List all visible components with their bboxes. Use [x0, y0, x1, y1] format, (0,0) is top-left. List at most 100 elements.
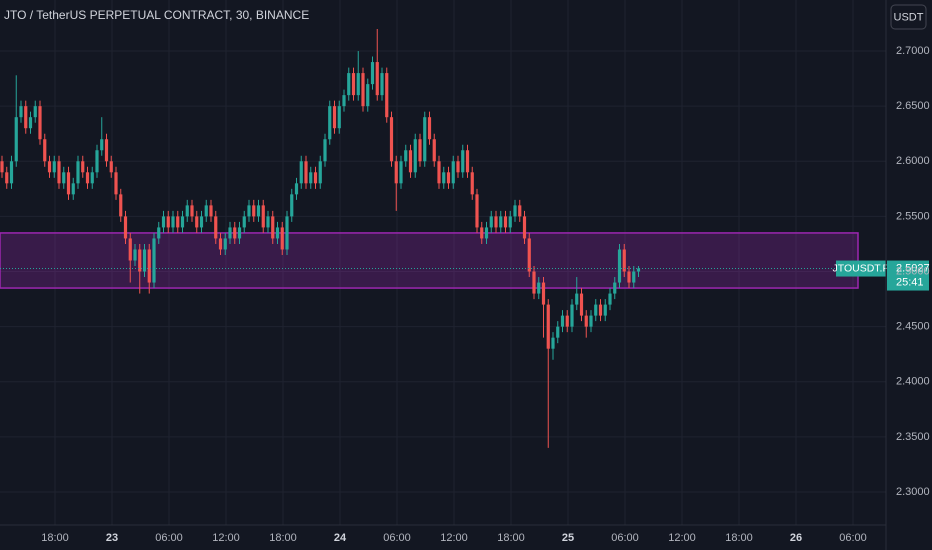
candle-body	[594, 304, 598, 316]
candle-body	[632, 271, 636, 283]
candle-body	[266, 216, 270, 228]
candle-body	[437, 161, 441, 184]
candle-body	[28, 117, 33, 129]
x-tick-label: 26	[790, 532, 802, 544]
y-tick-label: 2.5500	[896, 210, 930, 222]
candle-body	[142, 249, 147, 272]
countdown-label: 25:41	[896, 276, 924, 288]
candle-body	[622, 249, 626, 272]
candle-body	[223, 238, 227, 250]
candle-body	[185, 205, 189, 217]
candle-body	[617, 249, 622, 283]
candle-body	[356, 73, 360, 96]
candle-body	[404, 150, 408, 162]
candle-body	[465, 150, 470, 173]
candle-body	[271, 216, 275, 239]
candle-body	[14, 117, 18, 162]
candle-body	[52, 161, 56, 173]
symbol-badge	[836, 260, 886, 277]
candle-body	[256, 205, 261, 217]
candle-body	[242, 216, 246, 228]
candle-body	[313, 172, 318, 184]
candle-body	[24, 106, 28, 129]
x-tick-label: 25	[562, 532, 574, 544]
candle-body	[522, 216, 527, 239]
candle-body	[442, 172, 446, 184]
candle-body	[95, 150, 99, 173]
candle-body	[399, 161, 403, 184]
candle-body	[294, 183, 299, 195]
candle-body	[613, 282, 617, 294]
x-tick-label: 12:00	[668, 532, 696, 544]
candle-body	[47, 161, 52, 173]
y-tick-label: 2.3500	[896, 431, 930, 443]
candle-body	[71, 183, 75, 195]
currency-label[interactable]: USDT	[894, 11, 924, 23]
candle-body	[608, 293, 612, 305]
candle-body	[337, 106, 341, 129]
candle-body	[100, 139, 104, 151]
x-tick-label: 12:00	[212, 532, 240, 544]
candle-body	[104, 139, 109, 162]
candle-body	[85, 172, 90, 184]
candle-body	[128, 238, 132, 261]
overlay: JTOUSDT.P 2.5027 25:41	[0, 260, 930, 291]
candle-body	[427, 117, 432, 140]
last-price-label: 2.5027	[896, 262, 930, 274]
x-tick-label: 23	[106, 532, 118, 544]
candles	[0, 28, 641, 448]
candle-body	[423, 117, 427, 162]
candle-body	[138, 249, 142, 272]
candle-body	[560, 315, 565, 327]
candle-body	[518, 205, 522, 217]
candle-body	[575, 293, 579, 305]
candle-body	[499, 216, 503, 228]
y-tick-label: 2.6500	[896, 100, 930, 112]
x-tick-label: 06:00	[383, 532, 411, 544]
candle-body	[43, 139, 47, 162]
candle-body	[161, 216, 166, 228]
candle-body	[380, 73, 384, 96]
candle-body	[309, 172, 313, 184]
candle-body	[508, 216, 512, 228]
candle-body	[375, 62, 379, 96]
candle-body	[532, 271, 536, 294]
candle-body	[252, 205, 256, 217]
x-tick-label: 06:00	[839, 532, 867, 544]
candle-body	[133, 249, 137, 261]
candle-body	[370, 62, 375, 85]
candle-body	[114, 172, 118, 195]
candle-body	[180, 216, 185, 228]
candle-body	[541, 282, 546, 305]
candle-body	[247, 205, 251, 217]
candle-body	[214, 216, 218, 239]
candle-body	[537, 282, 541, 294]
candle-body	[494, 216, 498, 228]
y-tick-label: 2.7000	[896, 45, 930, 57]
candle-body	[627, 271, 631, 283]
candle-body	[157, 227, 161, 239]
candle-body	[76, 161, 80, 184]
y-tick-label: 2.6000	[896, 155, 930, 167]
currency-button[interactable]	[890, 4, 927, 30]
candle-body	[304, 161, 308, 184]
candle-body	[57, 161, 61, 184]
candle-body	[233, 227, 237, 239]
x-tick-label: 18:00	[725, 532, 753, 544]
candle-body	[389, 117, 394, 162]
candle-body	[199, 216, 204, 228]
candle-body	[366, 84, 370, 107]
candle-body	[351, 73, 356, 96]
x-tick-label: 06:00	[155, 532, 183, 544]
candle-body	[290, 194, 294, 217]
candle-body	[361, 73, 365, 107]
candle-body	[394, 161, 398, 184]
candle-body	[66, 172, 71, 195]
candle-body	[418, 139, 422, 162]
candle-body	[33, 106, 37, 118]
candle-body	[152, 238, 156, 283]
candle-body	[551, 337, 555, 349]
candle-body	[38, 106, 42, 140]
